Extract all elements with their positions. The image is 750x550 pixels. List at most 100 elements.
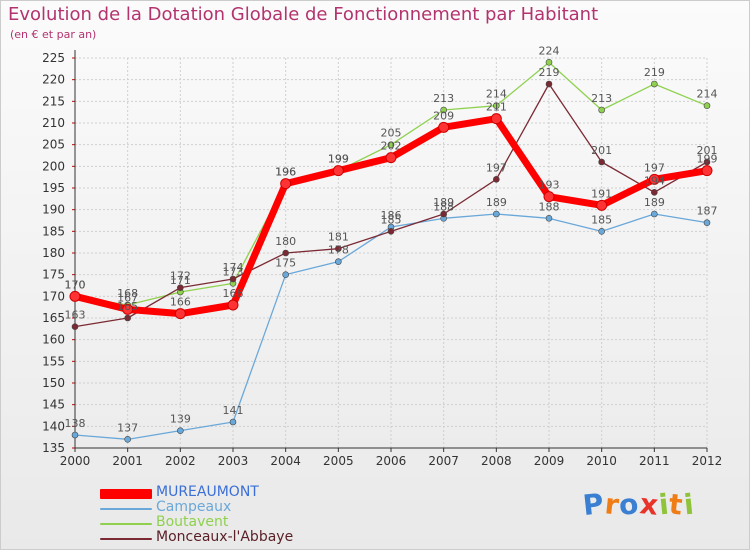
data-label-campeaux: 189 <box>644 196 665 209</box>
data-point-mureaumont <box>122 303 134 315</box>
data-label-monceaux-l-abbaye: 219 <box>539 66 560 79</box>
data-label-mureaumont: 209 <box>433 109 454 122</box>
data-point-monceaux-l-abbaye <box>229 275 237 283</box>
data-point-monceaux-l-abbaye <box>387 228 395 235</box>
y-tick-label: 205 <box>42 138 65 152</box>
data-point-mureaumont <box>385 152 397 164</box>
logo-letter: P <box>581 486 607 523</box>
y-tick-label: 150 <box>42 376 65 390</box>
chart-subtitle: (en € et par an) <box>10 28 97 41</box>
logo-letter: i <box>681 487 696 522</box>
data-point-monceaux-l-abbaye <box>703 158 711 166</box>
data-label-boutavent: 199 <box>328 153 349 166</box>
y-tick-label: 215 <box>42 94 65 108</box>
data-point-campeaux <box>598 228 605 235</box>
data-label-boutavent: 214 <box>697 88 718 101</box>
data-label-monceaux-l-abbaye: 181 <box>328 231 349 244</box>
y-tick-label: 165 <box>42 311 65 325</box>
legend-label: Campeaux <box>156 499 232 515</box>
data-point-monceaux-l-abbaye <box>124 314 131 322</box>
data-label-monceaux-l-abbaye: 180 <box>275 235 296 248</box>
data-label-mureaumont: 168 <box>223 287 244 300</box>
data-point-monceaux-l-abbaye <box>598 158 605 166</box>
data-point-campeaux <box>493 210 500 218</box>
y-tick-label: 145 <box>42 398 65 412</box>
data-point-campeaux <box>229 418 237 426</box>
data-point-mureaumont <box>438 121 450 133</box>
data-label-mureaumont: 170 <box>65 278 86 291</box>
y-tick-label: 195 <box>42 181 65 195</box>
data-point-monceaux-l-abbaye <box>545 80 553 88</box>
data-label-boutavent: 171 <box>170 274 191 287</box>
x-tick-label: 2000 <box>60 454 91 468</box>
data-point-boutavent <box>651 80 658 88</box>
legend-label: Monceaux-l'Abbaye <box>156 529 294 545</box>
data-point-campeaux <box>71 431 79 439</box>
data-label-monceaux-l-abbaye: 163 <box>65 309 86 322</box>
data-label-mureaumont: 166 <box>170 296 191 309</box>
x-tick-label: 2006 <box>376 454 407 468</box>
data-point-boutavent <box>545 59 553 66</box>
y-tick-label: 175 <box>42 268 65 282</box>
data-label-campeaux: 188 <box>539 200 560 213</box>
data-point-mureaumont <box>596 199 608 211</box>
data-point-campeaux <box>703 219 711 226</box>
proxiti-logo: Proxiti <box>581 486 696 523</box>
data-label-monceaux-l-abbaye: 197 <box>486 161 507 174</box>
x-tick-label: 2010 <box>586 454 617 468</box>
x-tick-label: 2007 <box>428 454 459 468</box>
chart-title: Evolution de la Dotation Globale de Fonc… <box>8 4 599 25</box>
data-label-boutavent: 213 <box>591 92 612 105</box>
data-label-boutavent: 170 <box>65 278 86 291</box>
data-label-monceaux-l-abbaye: 189 <box>433 196 454 209</box>
data-point-monceaux-l-abbaye <box>282 249 289 257</box>
x-tick-label: 2012 <box>692 454 723 468</box>
x-tick-label: 2003 <box>218 454 249 468</box>
data-point-mureaumont <box>227 299 239 311</box>
data-point-campeaux <box>335 258 342 265</box>
data-point-monceaux-l-abbaye <box>335 245 342 252</box>
x-tick-label: 2001 <box>112 454 143 468</box>
y-tick-label: 170 <box>42 289 65 303</box>
legend-swatch <box>100 522 152 525</box>
x-tick-label: 2005 <box>323 454 354 468</box>
data-point-boutavent <box>440 106 447 114</box>
y-tick-label: 220 <box>42 73 65 87</box>
data-point-mureaumont <box>701 165 713 177</box>
x-tick-label: 2004 <box>270 454 301 468</box>
data-label-boutavent: 224 <box>539 44 560 57</box>
legend-swatch <box>100 507 152 510</box>
data-point-mureaumont <box>490 113 502 125</box>
legend-label: MUREAUMONT <box>156 484 259 500</box>
data-label-campeaux: 138 <box>65 417 86 430</box>
data-label-campeaux: 178 <box>328 244 349 257</box>
data-point-mureaumont <box>69 290 81 302</box>
y-tick-label: 160 <box>42 333 65 347</box>
data-point-boutavent <box>598 106 605 114</box>
data-point-mureaumont <box>543 191 555 203</box>
data-point-boutavent <box>703 102 711 109</box>
data-label-campeaux: 139 <box>170 413 191 426</box>
data-label-boutavent: 205 <box>381 127 402 140</box>
data-point-campeaux <box>282 271 289 278</box>
data-label-mureaumont: 199 <box>697 153 718 166</box>
data-label-campeaux: 175 <box>275 257 296 270</box>
data-label-campeaux: 185 <box>591 213 612 226</box>
data-point-campeaux <box>177 427 184 434</box>
data-label-monceaux-l-abbaye: 194 <box>644 174 665 187</box>
data-label-campeaux: 141 <box>223 404 244 417</box>
legend-label: Boutavent <box>156 514 229 530</box>
y-tick-label: 190 <box>42 203 65 217</box>
y-tick-label: 140 <box>42 419 65 433</box>
data-label-mureaumont: 167 <box>117 291 138 304</box>
data-label-mureaumont: 193 <box>539 179 560 192</box>
data-label-mureaumont: 197 <box>644 161 665 174</box>
data-label-monceaux-l-abbaye: 201 <box>591 144 612 157</box>
legend-swatch <box>100 488 152 499</box>
data-label-mureaumont: 191 <box>591 187 612 200</box>
data-point-mureaumont <box>332 165 344 177</box>
data-label-mureaumont: 202 <box>381 140 402 153</box>
data-label-campeaux: 188 <box>433 200 454 213</box>
data-label-campeaux: 189 <box>486 196 507 209</box>
data-label-boutavent: 168 <box>117 287 138 300</box>
